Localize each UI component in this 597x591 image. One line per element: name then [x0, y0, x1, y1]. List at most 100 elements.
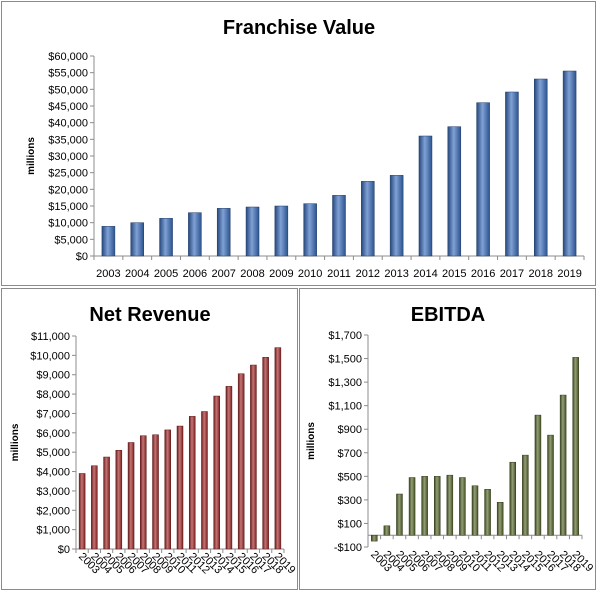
y-axis-label: millions: [10, 423, 21, 461]
chart-title: Net Revenue: [89, 304, 210, 326]
x-tick-label: 2014: [413, 268, 437, 280]
y-tick-label: $1,300: [328, 377, 362, 389]
x-tick-label: 2019: [557, 268, 581, 280]
bar-2015: [447, 126, 462, 257]
bar-2018: [534, 78, 548, 257]
y-tick-label: $1,500: [328, 354, 362, 366]
bar-2016: [534, 414, 542, 536]
bar-2009: [274, 205, 289, 257]
bar-2006: [115, 449, 123, 550]
y-tick-label: $25,000: [48, 168, 88, 180]
y-tick-label: $40,000: [48, 118, 88, 130]
bar-2019: [274, 347, 282, 550]
bar-2009: [446, 474, 454, 536]
bar-2019: [572, 357, 579, 536]
y-tick-label: $900: [338, 424, 362, 436]
y-tick-label: $4,000: [36, 467, 70, 479]
bar-2017: [250, 364, 257, 550]
y-tick-label: $6,000: [36, 428, 70, 440]
y-tick-label: $35,000: [48, 134, 88, 146]
bar-2010: [164, 429, 172, 550]
y-tick-label: $9,000: [36, 370, 70, 382]
bar-2013: [496, 501, 504, 536]
y-tick-label: $1,700: [328, 330, 362, 342]
y-tick-label: $300: [338, 495, 362, 507]
bar-2003: [78, 473, 86, 550]
x-tick-label: 2018: [529, 268, 553, 280]
bar-2007: [127, 442, 135, 550]
y-tick-label: $45,000: [48, 101, 88, 113]
y-tick-label: $0: [76, 251, 88, 263]
bar-2009: [152, 434, 159, 550]
y-tick-label: $20,000: [48, 184, 88, 196]
y-tick-label: $5,000: [36, 447, 70, 459]
x-tick-label: 2008: [240, 268, 264, 280]
y-tick-label: $8,000: [36, 389, 70, 401]
bar-2005: [103, 456, 110, 550]
x-tick-label: 2012: [356, 268, 380, 280]
bar-2018: [262, 357, 269, 550]
bar-2006: [188, 212, 202, 257]
y-tick-label: $700: [338, 448, 362, 460]
y-tick-label: $30,000: [48, 151, 88, 163]
x-tick-label: 2006: [183, 268, 207, 280]
x-tick-label: 2007: [211, 268, 235, 280]
bar-2011: [332, 195, 346, 257]
y-tick-label: $1,000: [36, 525, 70, 537]
bar-2012: [188, 416, 196, 550]
bar-2007: [421, 476, 428, 536]
bar-2017: [547, 434, 554, 536]
y-tick-label: $60,000: [48, 51, 88, 63]
bar-2004: [91, 465, 98, 550]
y-tick-label: $3,000: [36, 486, 70, 498]
ebitda-svg: EBITDA millions -$100 $100 $300 $500 $700 $900 $…: [306, 304, 595, 574]
x-tick-label: 2010: [298, 268, 322, 280]
y-axis-label: millions: [306, 422, 317, 460]
x-tick-label: 2003: [96, 268, 120, 280]
x-tick-label: 2009: [269, 268, 293, 280]
bar-2016: [476, 102, 490, 257]
y-axis-label: millions: [26, 137, 37, 175]
bar-2006: [408, 477, 416, 536]
bar-2011: [176, 425, 184, 550]
ebitda-chart: EBITDA millions -$100 $100 $300 $500 $700 $900 $…: [299, 288, 596, 590]
chart-title: Franchise Value: [223, 17, 375, 39]
bar-2013: [389, 175, 404, 257]
bar-2008: [245, 206, 260, 257]
franchise-value-chart: Franchise Value millions $0 $5,000 $10,000 $1…: [1, 1, 596, 286]
chart-title: EBITDA: [411, 304, 485, 326]
x-tick-label: 2004: [125, 268, 149, 280]
bar-2017: [505, 91, 519, 257]
x-tick-label: 2013: [384, 268, 408, 280]
y-tick-label: -$100: [334, 542, 362, 554]
bar-2010: [303, 203, 317, 257]
bar-2013: [201, 411, 208, 550]
bar-2015: [225, 386, 233, 550]
bar-2005: [159, 218, 173, 257]
y-tick-label: $2,000: [36, 505, 70, 517]
y-tick-label: $100: [338, 518, 362, 530]
y-tick-label: $50,000: [48, 84, 88, 96]
x-tick-label: 2005: [154, 268, 178, 280]
bar-2007: [216, 208, 231, 257]
bar-2003: [371, 534, 378, 542]
bar-2011: [471, 485, 479, 536]
bar-2003: [101, 226, 116, 257]
y-tick-label: $15,000: [48, 201, 88, 213]
bar-2012: [484, 489, 491, 536]
y-tick-label: $0: [58, 544, 70, 556]
x-tick-label: 2015: [442, 268, 466, 280]
x-tick-label: 2016: [471, 268, 495, 280]
bar-2018: [559, 394, 567, 536]
y-tick-label: $1,100: [328, 401, 362, 413]
bar-2004: [130, 222, 144, 257]
bar-2008: [433, 476, 441, 536]
bar-2008: [140, 435, 147, 550]
net-revenue-chart: Net Revenue millions $0 $1,000 $2,000 $3,000 $…: [1, 288, 298, 590]
y-tick-label: $11,000: [31, 331, 70, 343]
bar-2015: [522, 454, 529, 536]
x-tick-label: 2011: [327, 268, 351, 280]
bar-2014: [418, 135, 433, 257]
y-tick-label: $5,000: [54, 234, 88, 246]
bar-2016: [237, 373, 245, 550]
